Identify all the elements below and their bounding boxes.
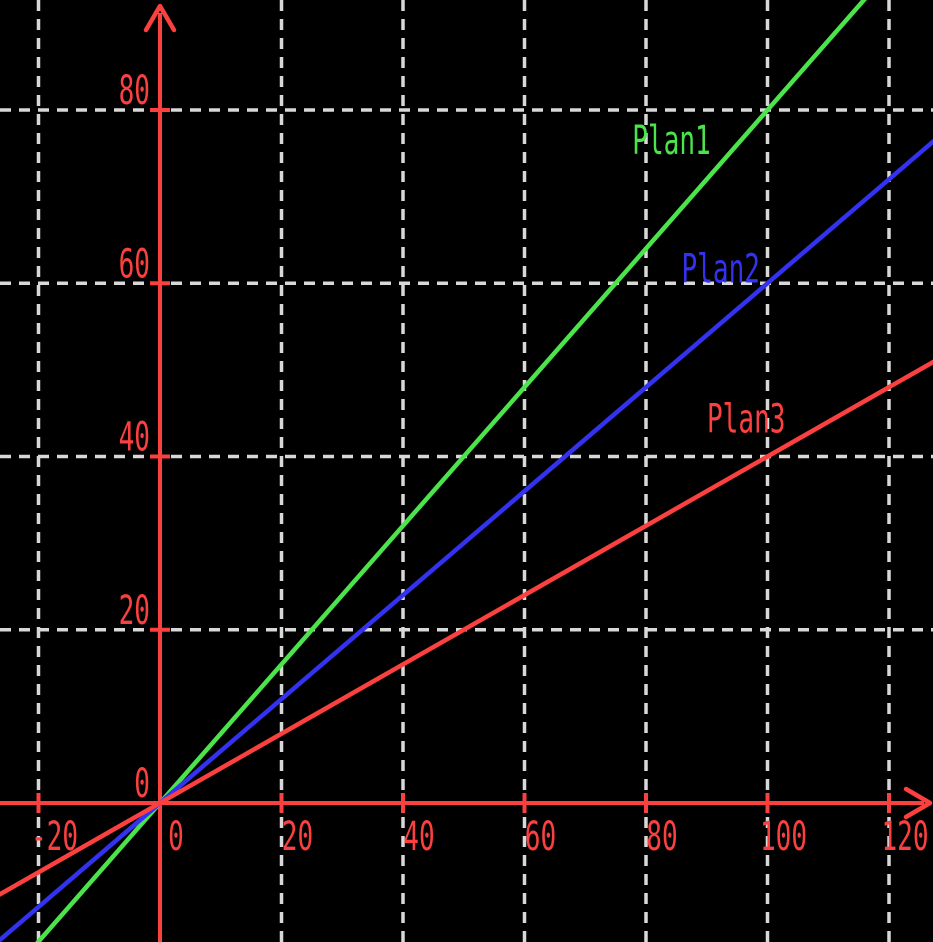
x-tick-label: 80 <box>646 814 677 860</box>
y-tick-label: 40 <box>119 415 150 461</box>
x-tick-label: 120 <box>881 814 928 860</box>
series-label-plan1: Plan1 <box>632 118 711 164</box>
y-tick-label: 0 <box>134 761 150 807</box>
x-tick-label: 20 <box>282 814 313 860</box>
y-axis-arrowhead <box>143 3 177 33</box>
y-tick-label: 20 <box>119 588 150 634</box>
series-line-plan2 <box>0 138 933 942</box>
x-tick-label: 100 <box>760 814 807 860</box>
series-line-plan3 <box>0 359 933 897</box>
series-label-plan3: Plan3 <box>707 396 786 442</box>
x-tick-label: 40 <box>403 814 434 860</box>
x-tick-label: 0 <box>168 814 184 860</box>
y-tick-label: 60 <box>119 241 150 287</box>
x-tick-label: 60 <box>525 814 556 860</box>
series-label-plan2: Plan2 <box>681 246 760 292</box>
y-tick-label: 80 <box>119 68 150 114</box>
x-axis-arrowhead <box>903 786 933 820</box>
